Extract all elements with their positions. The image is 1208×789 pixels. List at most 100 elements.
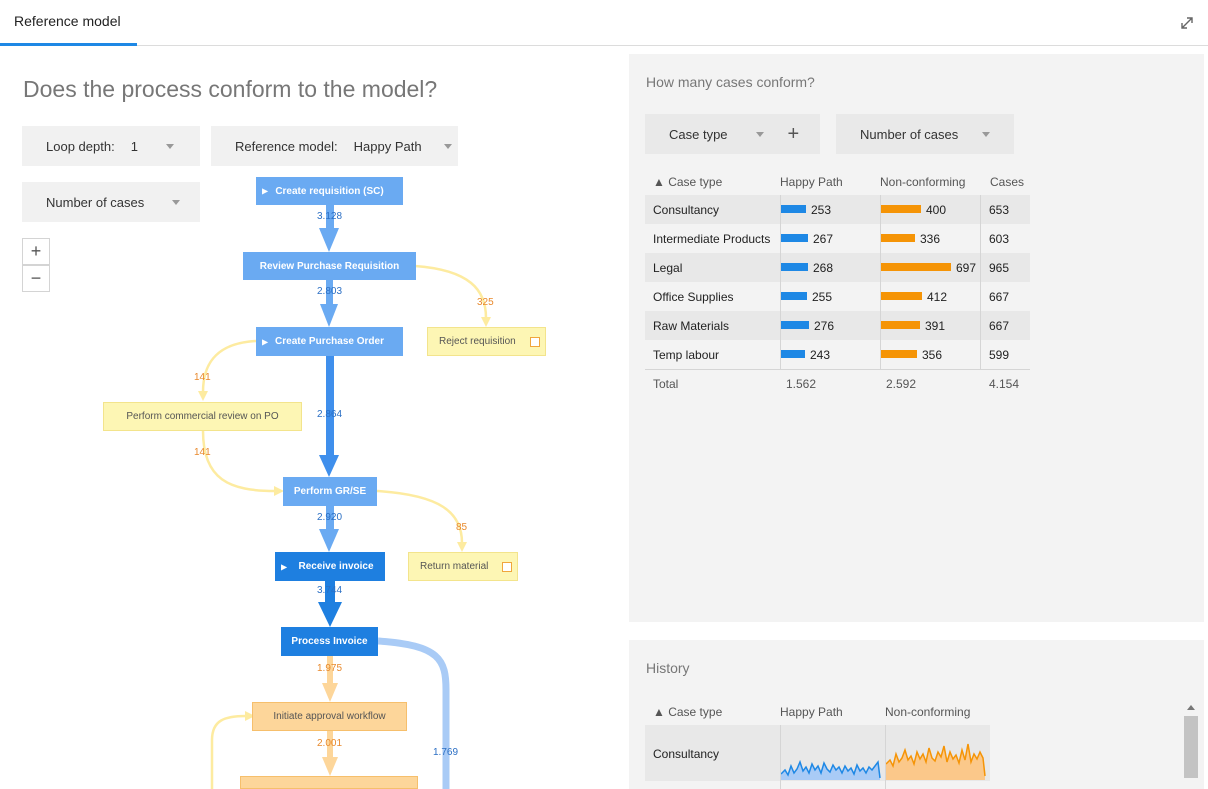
checkbox-icon[interactable] [530,336,540,347]
node-return-material[interactable]: Return material [408,552,518,581]
total-happy: 1.562 [786,377,817,391]
play-icon: ▶ [262,186,269,196]
row-happy-value: 253 [811,203,832,217]
case-type-dropdown[interactable]: Case type + [645,114,820,154]
history-header-non-conforming[interactable]: Non-conforming [885,705,971,719]
node-initiate-approval-workflow[interactable]: Initiate approval workflow [252,702,407,731]
edge-line [327,656,333,684]
node-receive-invoice[interactable]: ▶ Receive invoice [275,552,385,581]
column-header-cases[interactable]: Cases [990,175,1025,189]
happy-path-bar [781,350,805,358]
column-divider [980,195,981,369]
row-cases: 599 [989,348,1010,362]
total-label: Total [653,377,679,391]
tab-reference-model[interactable]: Reference model [0,0,137,46]
column-header-happy-path[interactable]: Happy Path [780,175,843,189]
table-row[interactable]: Consultancy 253 400 653 [645,195,1030,224]
non-conforming-bar [881,292,922,300]
page-title: Does the process conform to the model? [23,76,438,102]
expand-icon[interactable] [1180,16,1194,30]
edge-line [325,581,335,604]
edge-label: 2.920 [317,512,343,523]
column-header-case-type[interactable]: ▲ Case type [653,175,723,189]
edge-line [376,489,464,544]
happy-path-bar [781,234,808,242]
history-scrollbar-thumb[interactable] [1184,716,1198,778]
node-create-purchase-order[interactable]: ▶ Create Purchase Order [256,327,403,356]
history-header-case-type[interactable]: ▲ Case type [653,705,723,719]
loop-depth-dropdown[interactable]: Loop depth: 1 [22,126,200,166]
node-perform-grse[interactable]: Perform GR/SE [283,477,377,506]
history-header-happy-path[interactable]: Happy Path [780,705,843,719]
row-case-type: Intermediate Products [653,232,771,246]
metric-dropdown[interactable]: Number of cases [22,182,200,222]
play-icon: ▶ [262,337,269,346]
node-label: Process Invoice [291,636,368,647]
history-row-case-type: Consultancy [653,747,720,761]
add-icon[interactable]: + [787,122,800,145]
table-row[interactable]: Legal 268 697 965 [645,253,1030,282]
happy-path-bar [781,205,806,213]
edge-arrow [320,304,338,327]
checkbox-icon[interactable] [502,561,512,572]
non-conforming-bar [881,321,920,329]
conform-title: How many cases conform? [646,74,815,90]
table-row[interactable]: Intermediate Products 267 336 603 [645,224,1030,253]
node-review-purchase-requisition[interactable]: Review Purchase Requisition [243,252,416,280]
chevron-down-icon [755,131,764,137]
metric-value: Number of cases [46,194,145,210]
edge-arrow [481,317,491,327]
table-row[interactable]: Raw Materials 276 391 667 [645,311,1030,340]
row-non-conforming-value: 336 [920,232,941,246]
row-non-conforming-value: 391 [925,319,946,333]
table-row[interactable]: Temp labour 243 356 599 [645,340,1030,369]
edge-arrow [198,391,208,401]
row-cases: 667 [989,319,1010,333]
chevron-down-icon [165,143,174,149]
node-create-requisition[interactable]: ▶ Create requisition (SC) [256,177,403,205]
chevron-down-icon [982,131,991,137]
node-process-invoice[interactable]: Process Invoice [281,627,378,656]
node-partial[interactable] [240,776,418,789]
scroll-up-icon[interactable] [1187,705,1195,710]
row-case-type: Consultancy [653,203,720,217]
row-non-conforming-value: 356 [922,348,943,362]
node-label: Perform GR/SE [293,486,367,497]
tab-bar: Reference model [0,0,1208,46]
node-commercial-review[interactable]: Perform commercial review on PO [103,402,302,431]
non-conforming-sparkline [886,743,986,780]
total-cases: 4.154 [989,377,1020,391]
node-reject-requisition[interactable]: Reject requisition [427,327,546,356]
edge-line [377,637,450,789]
table-row[interactable]: Office Supplies 255 412 667 [645,282,1030,311]
edge-arrow [322,683,338,702]
edge-arrow [322,757,338,776]
reference-model-label: Reference model: [235,138,338,154]
zoom-out-button[interactable]: − [22,265,50,292]
edge-label: 85 [456,522,468,533]
node-label: Initiate approval workflow [273,711,386,722]
column-header-non-conforming[interactable]: Non-conforming [880,175,966,189]
node-label: Create Purchase Order [275,336,384,347]
column-divider [885,725,886,789]
row-cases: 653 [989,203,1010,217]
row-cases: 667 [989,290,1010,304]
row-cases: 965 [989,261,1010,275]
edge-line [201,339,257,393]
edge-label: 3.128 [317,211,343,222]
zoom-in-button[interactable]: + [22,238,50,265]
edge-line [326,506,334,530]
column-divider [880,195,881,369]
reference-model-dropdown[interactable]: Reference model: Happy Path [211,126,458,166]
edge-label: 2.864 [317,409,343,420]
conform-metric-dropdown[interactable]: Number of cases [836,114,1014,154]
chevron-down-icon [172,199,181,205]
edge-line [326,280,333,306]
edge-arrow [318,602,342,627]
node-label: Create requisition (SC) [275,185,384,197]
loop-depth-value: 1 [130,138,138,154]
happy-path-bar [781,292,807,300]
edge-line [326,205,334,229]
total-non-conforming: 2.592 [886,377,917,391]
edge-label: 1.769 [433,747,459,758]
